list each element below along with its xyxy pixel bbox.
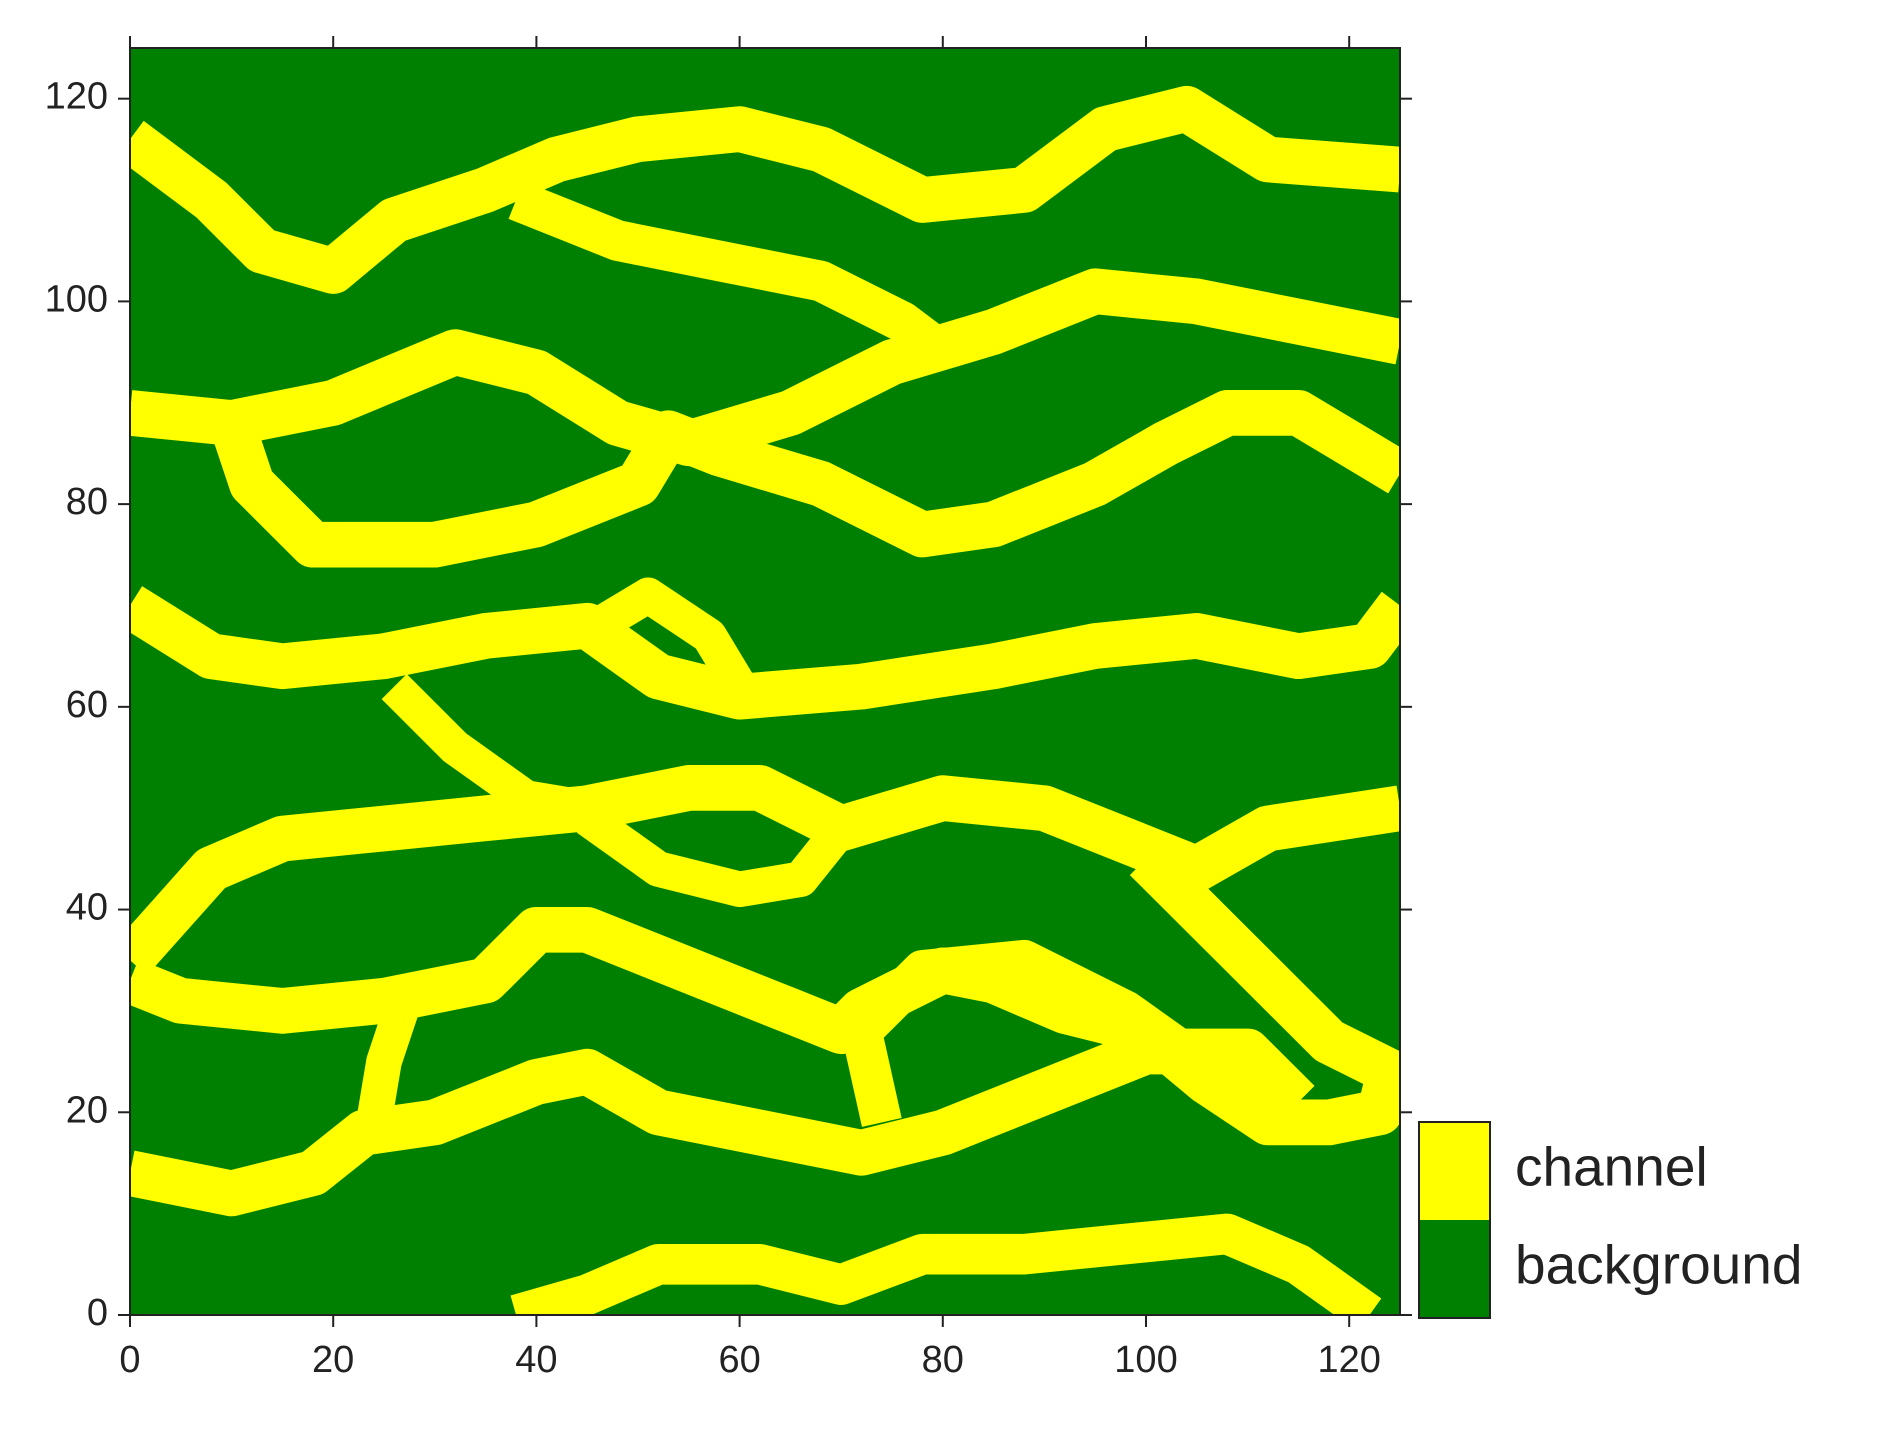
channel (841, 939, 1329, 1143)
x-tick-label: 20 (312, 1339, 354, 1381)
channel (510, 1213, 1382, 1315)
channel (576, 803, 856, 908)
y-tick-label: 100 (45, 278, 108, 320)
legend-swatch (1419, 1122, 1490, 1220)
x-tick-label: 80 (922, 1339, 964, 1381)
channel (588, 577, 755, 696)
channel (130, 268, 1400, 467)
x-tick-label: 40 (515, 1339, 557, 1381)
y-tick-label: 80 (66, 481, 108, 523)
y-tick-label: 0 (87, 1292, 108, 1334)
x-tick-label: 100 (1114, 1339, 1177, 1381)
plot-frame (129, 47, 1401, 1316)
legend-label: channel (1515, 1136, 1708, 1198)
legend-label: background (1515, 1234, 1802, 1296)
channel (130, 586, 1400, 720)
channel (130, 85, 1400, 294)
legend-swatch (1419, 1220, 1490, 1318)
x-tick-label: 120 (1317, 1339, 1380, 1381)
x-tick-label: 0 (119, 1339, 140, 1381)
x-tick-label: 60 (718, 1339, 760, 1381)
y-tick-label: 60 (66, 684, 108, 726)
channel (356, 995, 422, 1126)
y-tick-label: 40 (66, 887, 108, 929)
legend-frame (1418, 1121, 1491, 1319)
y-tick-label: 20 (66, 1089, 108, 1131)
y-tick-label: 120 (45, 76, 108, 118)
channel (508, 181, 955, 369)
channel (209, 390, 1400, 568)
channels (130, 85, 1400, 1315)
channel (130, 1028, 1315, 1217)
